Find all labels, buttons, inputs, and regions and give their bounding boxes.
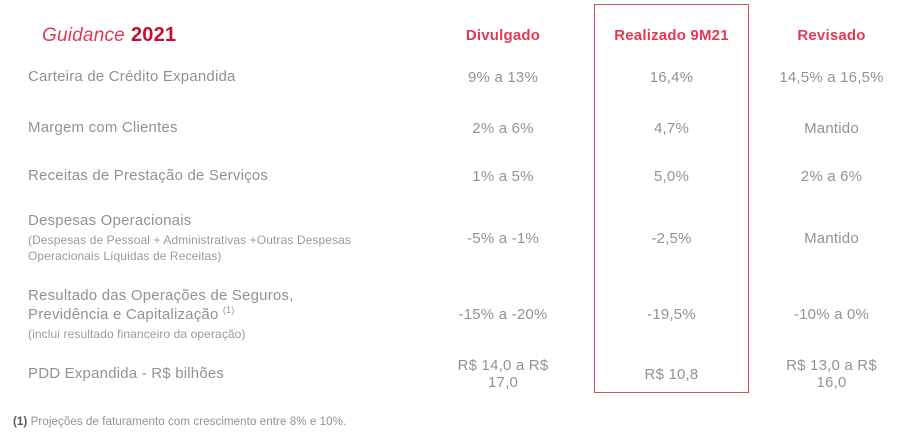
cell-revisado: Mantido <box>804 119 859 137</box>
cell-divulgado: R$ 14,0 a R$ 17,0 <box>457 357 549 391</box>
column-header-divulgado: Divulgado <box>465 26 541 44</box>
footnote-ref-superscript: (1) <box>222 305 235 316</box>
cell-divulgado: -15% a -20% <box>458 305 548 323</box>
column-header-realizado-9m21: Realizado 9M21 <box>614 26 729 44</box>
row-label-sub: (Despesas de Pessoal + Administrativas +… <box>28 232 351 263</box>
row-label-main: Resultado das Operações de Seguros, Prev… <box>28 286 294 324</box>
cell-divulgado: -5% a -1% <box>467 229 539 247</box>
cell-revisado: 2% a 6% <box>800 167 863 185</box>
cell-realizado: -19,5% <box>647 305 696 323</box>
row-label: Margem com Clientes <box>28 119 178 137</box>
cell-realizado: 16,4% <box>649 68 694 86</box>
cell-revisado: -10% a 0% <box>793 305 870 323</box>
table-row-receitas-servicos: Receitas de Prestação de Serviços 1% a 5… <box>0 154 911 198</box>
cell-realizado: 4,7% <box>654 119 689 137</box>
table-row-despesas-operacionais: Despesas Operacionais (Despesas de Pesso… <box>0 198 911 278</box>
table-row-resultado-seguros: Resultado das Operações de Seguros, Prev… <box>0 278 911 350</box>
cell-revisado: 14,5% a 16,5% <box>779 68 884 86</box>
cell-revisado: R$ 13,0 a R$ 16,0 <box>786 357 877 391</box>
page-title-word: Guidance <box>42 24 125 46</box>
footnote: (1) Projeções de faturamento com crescim… <box>0 416 911 428</box>
row-label: Carteira de Crédito Expandida <box>28 68 236 86</box>
footnote-text: Projeções de faturamento com crescimento… <box>30 416 347 428</box>
row-label-sub: (inclui resultado financeiro da operação… <box>28 326 246 341</box>
footnote-marker: (1) <box>13 416 28 428</box>
row-label: PDD Expandida - R$ bilhões <box>28 365 225 383</box>
cell-divulgado: 1% a 5% <box>472 167 534 185</box>
cell-divulgado: 2% a 6% <box>472 119 534 137</box>
cell-realizado: R$ 10,8 <box>644 365 699 383</box>
row-label: Resultado das Operações de Seguros, Prev… <box>0 286 443 343</box>
row-label: Receitas de Prestação de Serviços <box>28 167 269 185</box>
table-row-pdd-expandida: PDD Expandida - R$ bilhões R$ 14,0 a R$ … <box>0 350 911 398</box>
table-row-margem-clientes: Margem com Clientes 2% a 6% 4,7% Mantido <box>0 102 911 154</box>
cell-realizado: -2,5% <box>651 229 692 247</box>
row-label-main: Despesas Operacionais <box>28 212 192 230</box>
table-header-row: Guidance 2021 Divulgado Realizado 9M21 Re… <box>0 0 911 52</box>
page-title-year: 2021 <box>130 23 177 46</box>
column-header-revisado: Revisado <box>797 26 866 44</box>
cell-revisado: Mantido <box>804 229 859 247</box>
page-title: Guidance 2021 <box>0 22 443 49</box>
cell-realizado: 5,0% <box>654 167 689 185</box>
row-label: Despesas Operacionais (Despesas de Pesso… <box>0 211 443 264</box>
table-row-carteira-credito: Carteira de Crédito Expandida 9% a 13% 1… <box>0 52 911 102</box>
cell-divulgado: 9% a 13% <box>468 68 538 86</box>
